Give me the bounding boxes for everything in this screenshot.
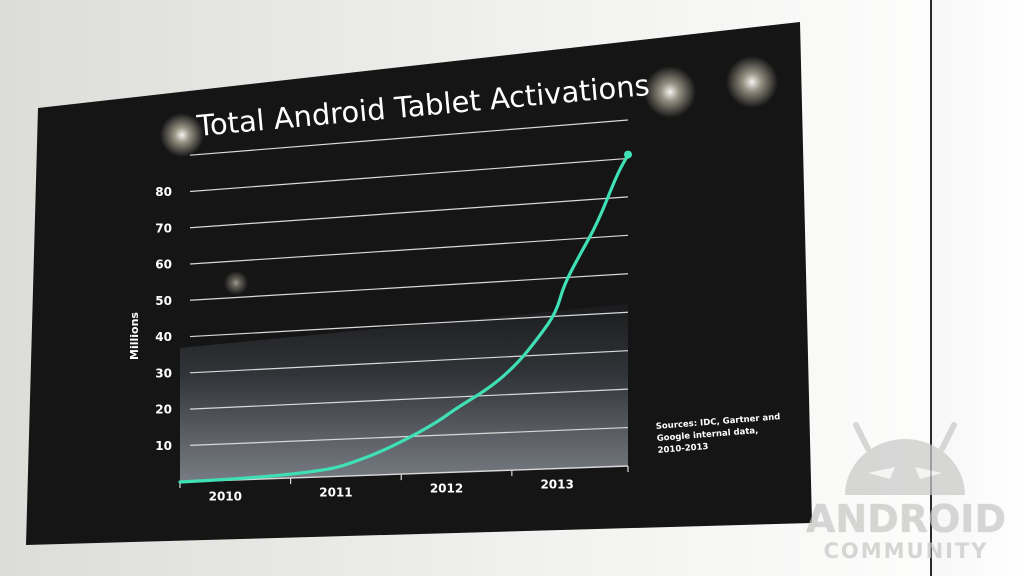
- y-tick-60: 60: [155, 258, 172, 272]
- series-line-0: [178, 153, 630, 484]
- y-tick-labels: 10 20 30 40 50 60 70 80: [155, 185, 172, 453]
- plot-area: [180, 304, 628, 482]
- y-axis-label: Millions: [128, 312, 141, 360]
- gridline-20: [189, 388, 629, 410]
- gridline-80: [189, 157, 629, 193]
- x-tick-2012: 2012: [430, 481, 463, 495]
- glare-light-3: [726, 56, 778, 108]
- gridline-50: [189, 273, 629, 301]
- android-robot-icon: [845, 422, 965, 495]
- grid-lines: [179, 119, 629, 488]
- y-tick-80: 80: [155, 185, 172, 199]
- y-tick-40: 40: [155, 330, 172, 344]
- site-watermark: ANDROID COMMUNITY: [790, 415, 1020, 565]
- x-tick-2013: 2013: [540, 478, 573, 492]
- gridline-60: [189, 234, 629, 265]
- watermark-line-1: ANDROID: [805, 497, 1006, 541]
- y-tick-20: 20: [155, 403, 172, 417]
- glare-light-2: [644, 66, 696, 118]
- series-endpoint-0: [624, 150, 632, 159]
- gridline-40: [189, 311, 629, 338]
- x-tick-2011: 2011: [319, 485, 352, 499]
- glare-light-1: [160, 113, 204, 157]
- series-activations: [178, 150, 632, 484]
- y-tick-30: 30: [155, 366, 172, 380]
- glare-light-4: [224, 271, 248, 295]
- x-tick-labels: 2010 2011 2012 2013: [209, 478, 574, 504]
- x-tick-2010: 2010: [209, 489, 242, 503]
- y-tick-50: 50: [155, 294, 172, 308]
- watermark-line-2: COMMUNITY: [823, 539, 989, 563]
- gridline-90: [189, 119, 629, 156]
- x-axis-baseline: [179, 465, 629, 483]
- y-tick-10: 10: [155, 439, 172, 453]
- gridline-70: [189, 196, 629, 229]
- y-tick-70: 70: [155, 221, 172, 235]
- gridline-30: [189, 350, 629, 374]
